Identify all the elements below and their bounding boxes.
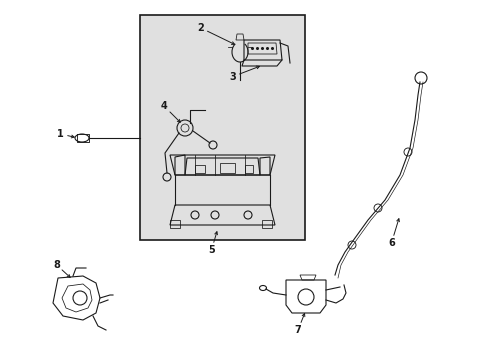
Text: 8: 8 [53,260,60,270]
Text: 3: 3 [228,72,235,82]
Text: 4: 4 [161,102,167,112]
Text: 5: 5 [208,245,215,255]
Text: 6: 6 [387,238,394,248]
Bar [140,15,305,240]
Text: 7: 7 [294,325,301,335]
Text: 1: 1 [57,129,63,139]
Text: 2: 2 [197,23,203,33]
